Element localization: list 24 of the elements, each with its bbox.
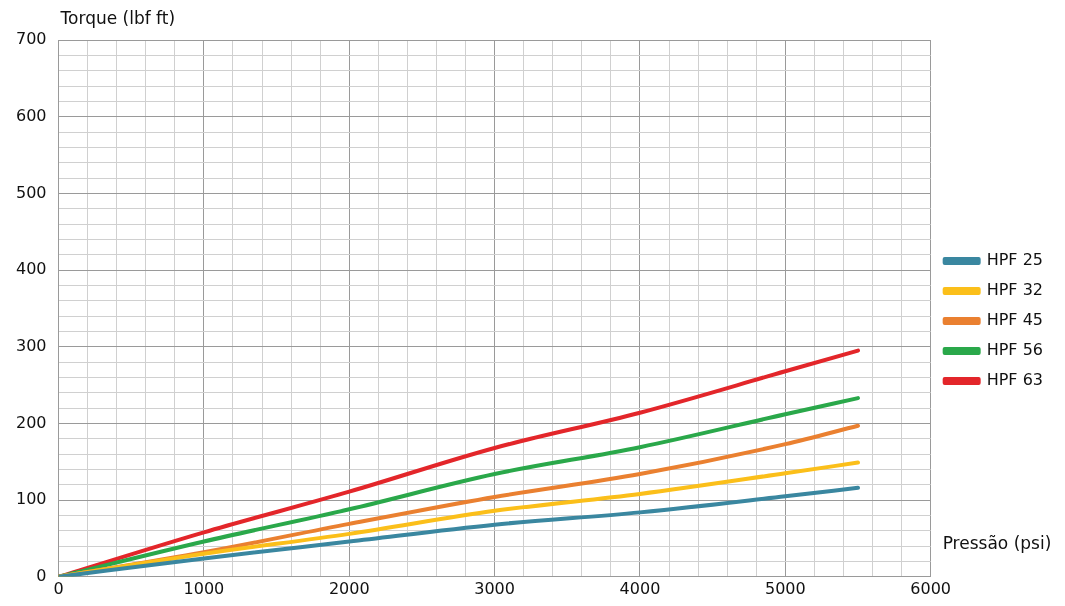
y-tick-label: 600 <box>15 105 47 125</box>
x-tick-label: 4000 <box>619 578 661 598</box>
x-tick-label: 6000 <box>910 578 952 598</box>
legend-label: HPF 32 <box>986 280 1043 300</box>
x-axis-title: Pressão (psi) <box>942 533 1052 554</box>
y-tick-label: 200 <box>15 412 47 432</box>
y-tick-label: 400 <box>15 259 47 279</box>
legend-label: HPF 56 <box>986 340 1043 360</box>
x-tick-label: 1000 <box>183 578 225 598</box>
legend-label: HPF 25 <box>986 250 1043 270</box>
line-series <box>58 460 860 577</box>
y-axis-title: Torque (lbf ft) <box>59 7 176 28</box>
legend-label: HPF 45 <box>986 310 1043 330</box>
y-tick-label: 100 <box>15 489 47 509</box>
y-tick-label: 700 <box>15 29 47 49</box>
legend-label: HPF 63 <box>986 370 1043 390</box>
x-tick-label: 2000 <box>328 578 370 598</box>
x-tick-label: 0 <box>53 578 64 598</box>
x-tick-label: 3000 <box>474 578 515 598</box>
y-tick-label: 0 <box>36 565 47 585</box>
y-tick-label: 500 <box>15 182 47 202</box>
line-series <box>58 485 860 577</box>
x-tick-label: 5000 <box>764 578 806 598</box>
y-tick-label: 300 <box>15 335 47 355</box>
